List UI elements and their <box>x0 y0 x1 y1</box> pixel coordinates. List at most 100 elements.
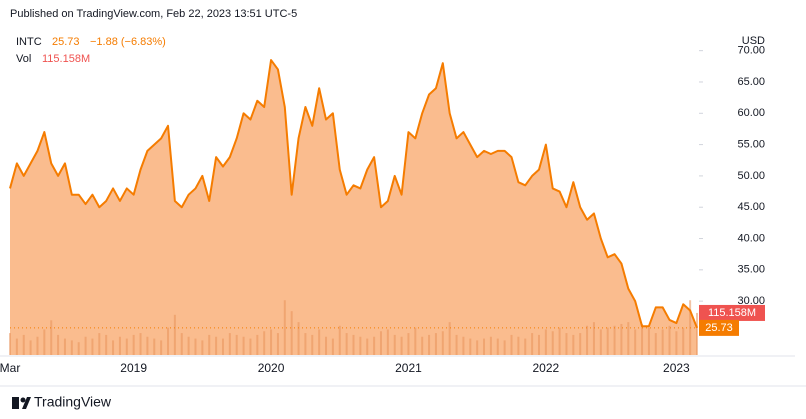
y-tick-label: 35.00 <box>737 264 765 276</box>
volume-bar <box>483 338 486 355</box>
brand-logo <box>12 397 31 409</box>
volume-bar <box>462 336 465 355</box>
volume-bar <box>379 331 382 355</box>
volume-bar <box>146 336 149 355</box>
volume-bar <box>661 329 664 355</box>
volume-bar <box>187 336 190 355</box>
volume-bar <box>489 336 492 355</box>
volume-tag-label: 115.158M <box>708 307 756 319</box>
volume-bar <box>297 322 300 355</box>
volume-bar <box>242 336 245 355</box>
volume-bar <box>682 327 685 355</box>
volume-bar <box>283 300 286 355</box>
volume-bar <box>345 333 348 355</box>
volume-bar <box>228 333 231 355</box>
volume-bar <box>201 340 204 355</box>
volume-bar <box>613 325 616 355</box>
volume-bar <box>524 338 527 355</box>
symbol: INTC <box>16 36 42 48</box>
y-tick-label: 40.00 <box>737 232 765 244</box>
volume-bar <box>15 338 18 355</box>
x-tick-label: 2022 <box>533 361 560 375</box>
y-tick-label: 45.00 <box>737 201 765 213</box>
volume-bar <box>57 334 60 355</box>
volume-bar <box>263 331 266 355</box>
volume-bar <box>50 320 53 355</box>
volume-bar <box>654 333 657 355</box>
x-tick-label: 2021 <box>395 361 422 375</box>
y-tick-label: 50.00 <box>737 170 765 182</box>
volume-bar <box>91 338 94 355</box>
volume-bar <box>627 322 630 355</box>
volume-bar <box>421 336 424 355</box>
volume-bar <box>386 329 389 355</box>
volume-bar <box>352 334 355 355</box>
y-tick-label: 55.00 <box>737 139 765 151</box>
volume-bar <box>118 336 121 355</box>
volume-bar <box>517 336 520 355</box>
volume-bar <box>270 329 273 355</box>
x-tick-label: 2023 <box>663 361 690 375</box>
volume-bar <box>668 325 671 355</box>
volume-bar <box>510 334 513 355</box>
volume-bar <box>84 336 87 355</box>
y-tick-label: 30.00 <box>737 295 765 307</box>
volume-bar <box>208 334 211 355</box>
volume-bar <box>311 334 314 355</box>
volume-bar <box>620 323 623 355</box>
volume-value: 115.158M <box>42 53 90 65</box>
x-tick-label: Mar <box>0 361 20 375</box>
volume-bar <box>70 340 73 355</box>
volume-bar <box>572 334 575 355</box>
volume-bar <box>105 334 108 355</box>
volume-bar <box>43 329 46 355</box>
volume-bar <box>276 333 279 355</box>
volume-bar <box>98 333 101 355</box>
volume-bar <box>448 322 451 355</box>
volume-bar <box>331 338 334 355</box>
volume-bar <box>634 329 637 355</box>
volume-bar <box>304 333 307 355</box>
volume-bar <box>441 331 444 355</box>
currency: USD <box>742 35 765 47</box>
volume-bar <box>606 327 609 355</box>
volume-bar <box>36 336 39 355</box>
price-area <box>10 60 697 356</box>
volume-bar <box>22 334 25 355</box>
y-tick-label: 65.00 <box>737 76 765 88</box>
volume-bar <box>77 342 80 355</box>
volume-bar <box>249 338 252 355</box>
volume-bar <box>434 333 437 355</box>
volume-bar <box>221 338 224 355</box>
price-tag-label: 25.73 <box>705 322 733 334</box>
volume-bar <box>565 333 568 355</box>
volume-bar <box>558 327 561 355</box>
volume-bar <box>194 338 197 355</box>
volume-bar <box>592 322 595 355</box>
volume-bar <box>373 336 376 355</box>
volume-bar <box>256 334 259 355</box>
volume-tag <box>699 304 765 321</box>
x-tick-label: 2020 <box>258 361 285 375</box>
publisher: Published on TradingView.com, Feb 22, 20… <box>10 8 297 20</box>
volume-bar <box>215 336 218 355</box>
volume-bar <box>29 340 32 355</box>
volume-bar <box>9 333 11 355</box>
volume-bar <box>599 329 602 355</box>
volume-bar <box>393 334 396 355</box>
volume-bar <box>641 323 644 355</box>
volume-bar <box>173 314 176 355</box>
volume-bar <box>112 340 115 355</box>
volume-bar <box>696 312 698 355</box>
volume-bar <box>325 336 328 355</box>
volume-bar <box>503 340 506 355</box>
change: −1.88 (−6.83%) <box>90 36 166 48</box>
brand: TradingView <box>34 394 112 410</box>
volume-bar <box>476 340 479 355</box>
volume-bar <box>63 338 66 355</box>
volume-bar <box>132 334 135 355</box>
volume-bar <box>407 333 410 355</box>
price-tag <box>699 319 739 336</box>
volume-bar <box>531 333 534 355</box>
